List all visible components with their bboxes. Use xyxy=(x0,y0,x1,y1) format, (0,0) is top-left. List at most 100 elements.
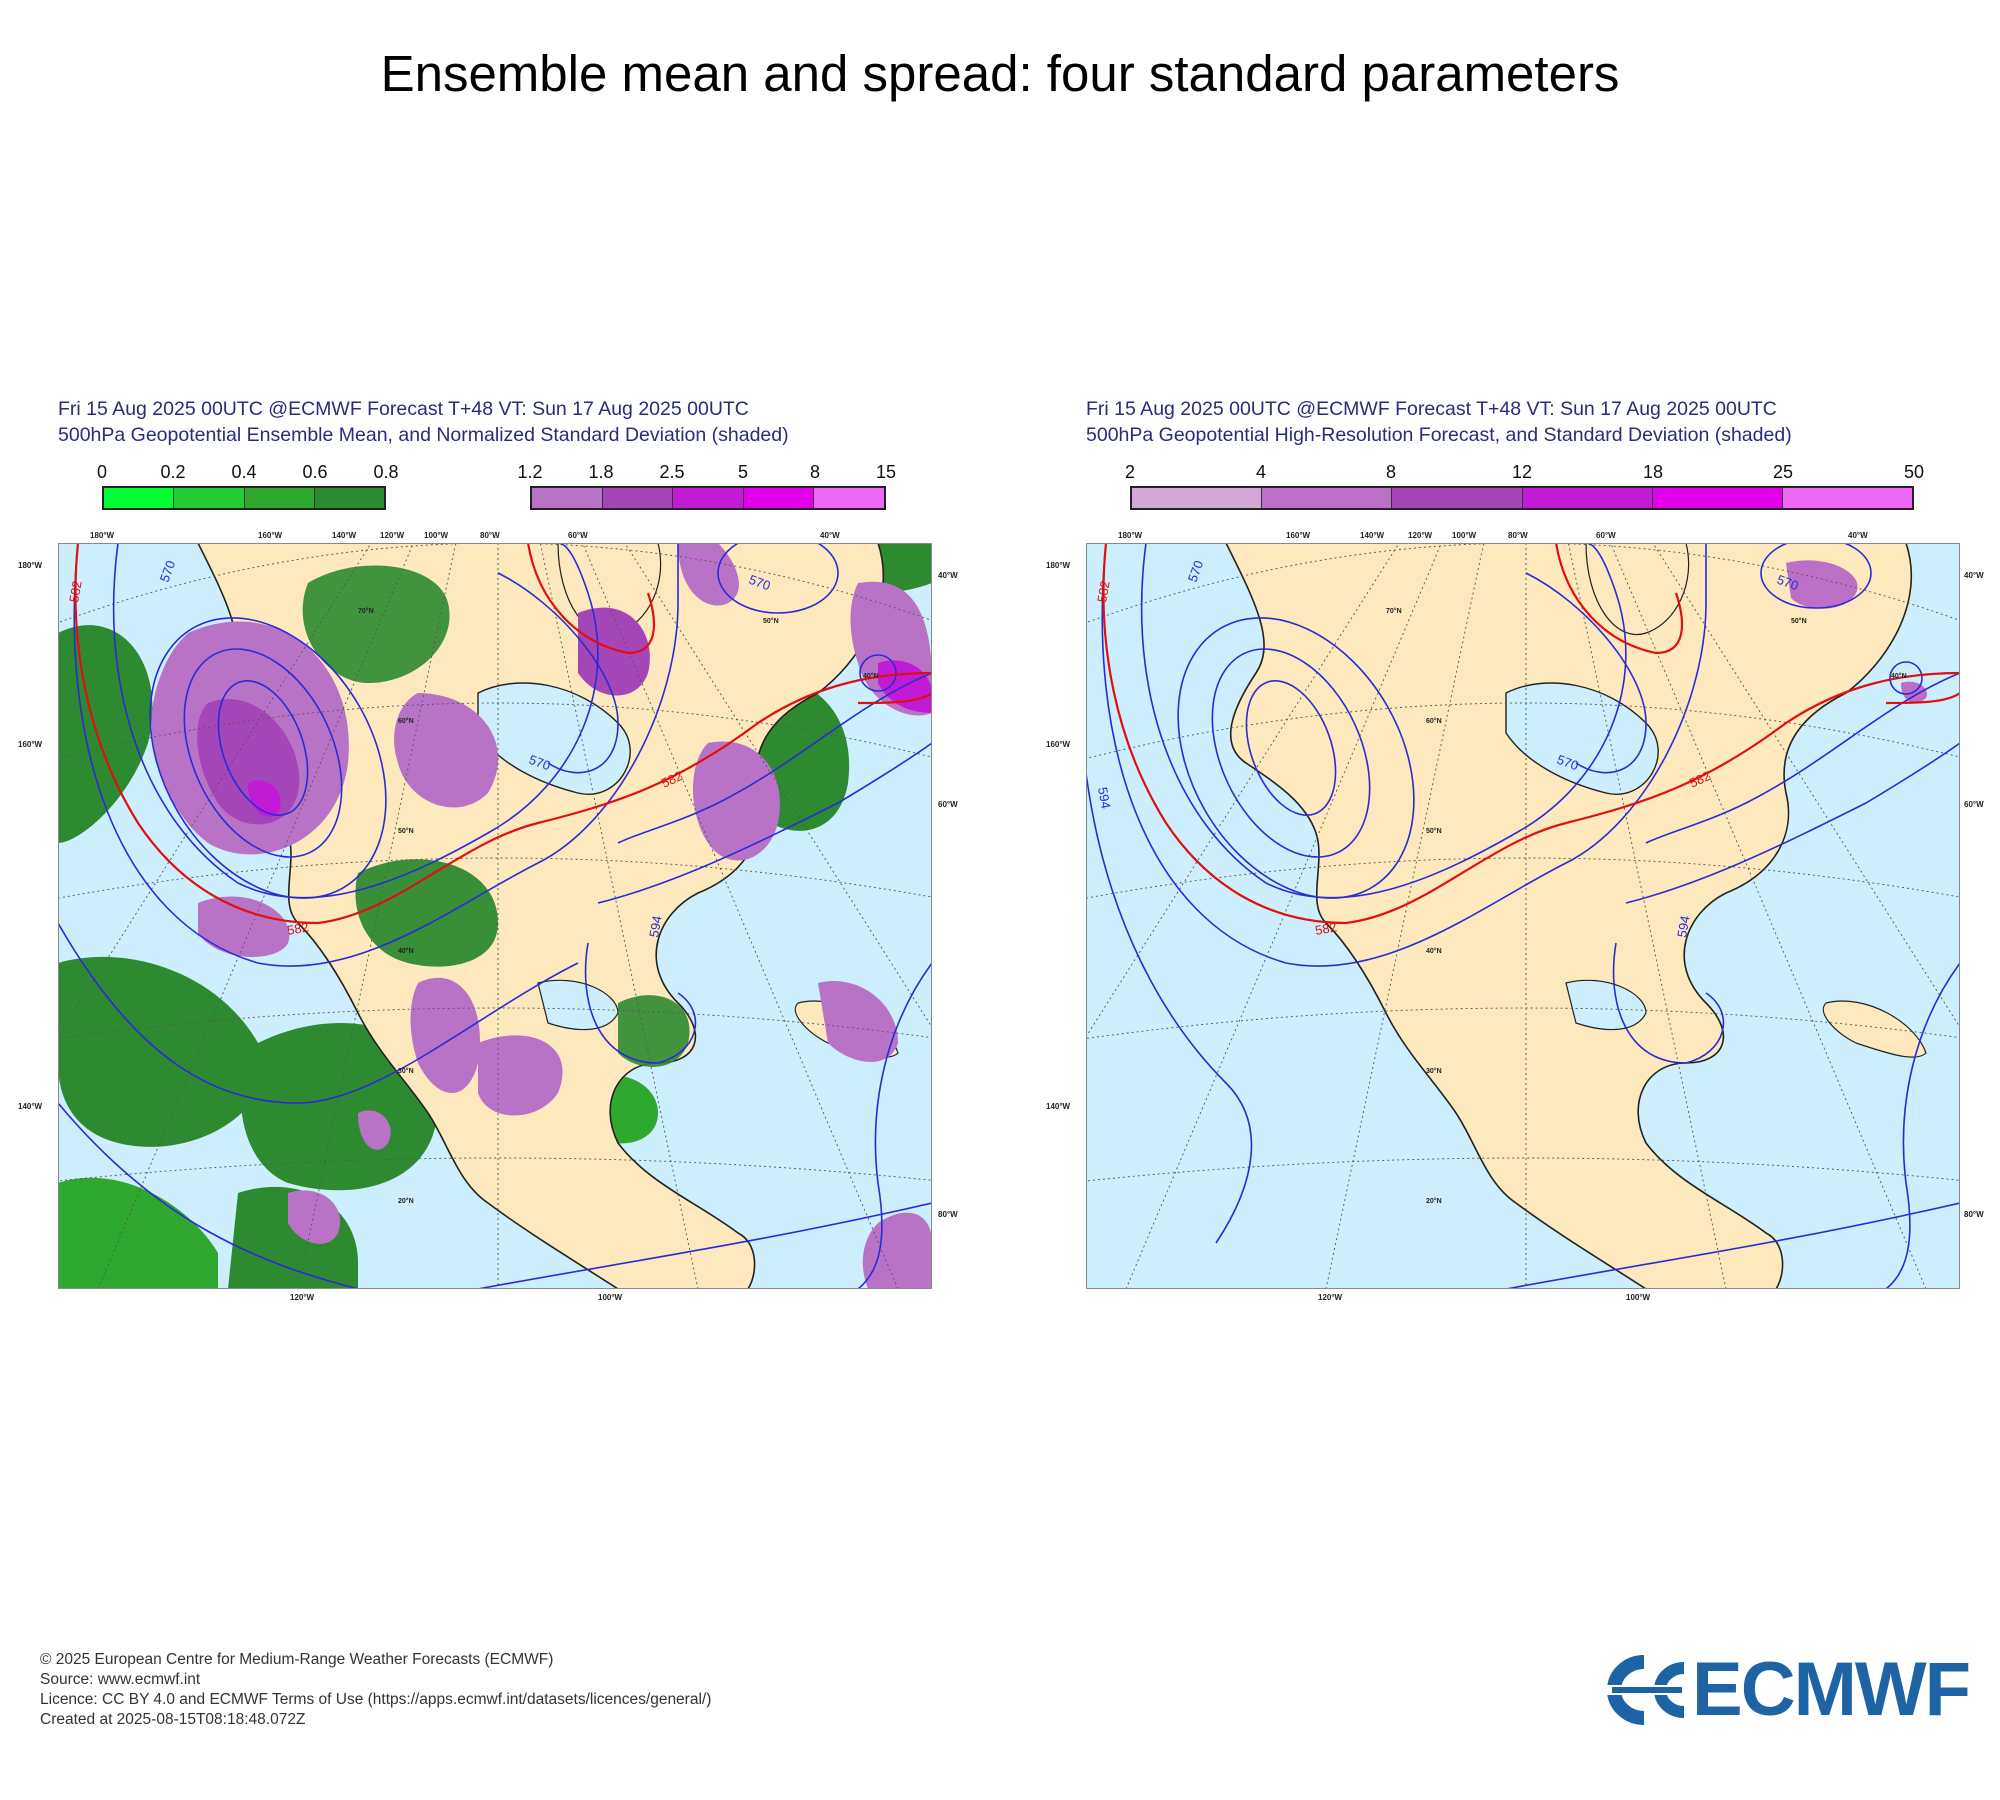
colorbar-swatch xyxy=(673,488,744,508)
spread-shading xyxy=(248,780,281,817)
lon-label: 120°W xyxy=(1408,531,1433,540)
lon-label: 80°W xyxy=(1508,531,1528,540)
colorbar-swatch xyxy=(814,488,884,508)
lon-label: 40°W xyxy=(1848,531,1868,540)
lon-label: 100°W xyxy=(598,1293,623,1302)
left-green-colorbar-ticks: 0 0.2 0.4 0.6 0.8 xyxy=(97,462,399,486)
lat-label: 70°N xyxy=(358,607,374,615)
contour-label: 582 xyxy=(1314,919,1338,938)
lon-label: 80°W xyxy=(480,531,500,540)
lat-label: 40°N xyxy=(398,947,414,955)
left-purple-colorbar-ticks: 1.2 1.8 2.5 5 8 15 xyxy=(517,462,896,486)
colorbar-swatch xyxy=(1392,488,1523,508)
contour-label: 570 xyxy=(747,572,773,594)
lon-label: 140°W xyxy=(1360,531,1385,540)
lon-label: 100°W xyxy=(1626,1293,1651,1302)
colorbar-tick: 8 xyxy=(1385,462,1397,482)
spread-shading xyxy=(618,995,690,1067)
lat-label: 20°N xyxy=(1426,1197,1442,1205)
spread-shading xyxy=(693,741,780,861)
lat-label: 60°N xyxy=(1426,717,1442,725)
spread-shading xyxy=(302,565,450,683)
lon-label: 40°W xyxy=(1964,571,1984,580)
lat-labels: 70°N 60°N 50°N 40°N 30°N 20°N 40°N 50°N xyxy=(358,607,879,1205)
spread-shading xyxy=(198,896,290,957)
spread-shading xyxy=(355,859,498,967)
contour-label: 570 xyxy=(1185,559,1207,585)
contour-label: 570 xyxy=(1775,572,1801,594)
right-header-line1: Fri 15 Aug 2025 00UTC @ECMWF Forecast T+… xyxy=(1086,398,1777,420)
colorbar-tick: 0.2 xyxy=(160,462,186,482)
lon-label: 140°W xyxy=(18,1102,43,1111)
contour-label: 594 xyxy=(646,915,665,939)
spread-shading xyxy=(478,1035,563,1116)
lon-label: 160°W xyxy=(18,740,43,749)
lon-label: 120°W xyxy=(290,1293,315,1302)
lat-label: 40°N xyxy=(863,672,879,680)
lon-label: 80°W xyxy=(1964,1210,1984,1219)
colorbar-tick: 18 xyxy=(1642,462,1664,482)
lon-label: 180°W xyxy=(90,531,115,540)
contour-label: 582 xyxy=(286,919,310,938)
right-colorbar xyxy=(1130,486,1914,510)
lat-label: 50°N xyxy=(1426,827,1442,835)
colorbar-swatch xyxy=(602,488,674,508)
colorbar-swatch xyxy=(532,488,603,508)
land-greenland xyxy=(1585,543,1690,636)
island-cuba xyxy=(1822,1000,1927,1058)
spread-shading xyxy=(241,1023,438,1191)
spread-shading xyxy=(410,977,480,1093)
lon-label: 40°W xyxy=(820,531,840,540)
spread-shading xyxy=(58,625,153,843)
colorbar-tick: 0.8 xyxy=(373,462,399,482)
lon-label: 120°W xyxy=(1318,1293,1343,1302)
lat-label: 20°N xyxy=(398,1197,414,1205)
hudson-bay xyxy=(1505,682,1659,795)
colorbar-swatch xyxy=(743,488,815,508)
spread-shading xyxy=(818,981,898,1062)
colorbar-tick: 50 xyxy=(1903,462,1925,482)
lon-label: 180°W xyxy=(1118,531,1143,540)
left-green-colorbar xyxy=(102,486,386,510)
lon-label: 160°W xyxy=(1286,531,1311,540)
contour-label: 570 xyxy=(157,559,179,585)
left-panel-header: Fri 15 Aug 2025 00UTC @ECMWF Forecast T+… xyxy=(58,396,789,448)
right-header-line2: 500hPa Geopotential High-Resolution Fore… xyxy=(1086,424,1792,446)
colorbar-tick: 0.6 xyxy=(302,462,328,482)
page-title: Ensemble mean and spread: four standard … xyxy=(380,45,1620,102)
colorbar-tick: 5 xyxy=(737,462,749,482)
right-map: 570 570 570 582 582 582 594 594 70°N 60°… xyxy=(1086,543,1960,1289)
left-map: 570 570 570 582 582 582 594 70°N 60°N 50… xyxy=(58,543,932,1289)
colorbar-tick: 0 xyxy=(96,462,108,482)
lat-labels: 70°N 60°N 50°N 40°N 30°N 20°N 50°N 40°N xyxy=(1386,607,1907,1205)
contour-label: 582 xyxy=(66,580,85,604)
footer-copyright: © 2025 European Centre for Medium-Range … xyxy=(40,1651,554,1668)
contours-blue xyxy=(1086,543,1960,1289)
lat-label: 30°N xyxy=(398,1067,414,1075)
lat-label: 50°N xyxy=(763,617,779,625)
hudson-bay xyxy=(477,682,631,795)
lat-label: 30°N xyxy=(1426,1067,1442,1075)
spread-shading xyxy=(394,693,499,808)
colorbar-swatch xyxy=(174,488,245,508)
spread-shading xyxy=(358,1110,391,1150)
graticule xyxy=(58,543,932,1289)
spread-shading xyxy=(58,1177,218,1289)
spread-shading xyxy=(862,1212,932,1289)
colorbar-swatch xyxy=(104,488,175,508)
lat-label: 40°N xyxy=(1891,672,1907,680)
colorbar-tick: 1.2 xyxy=(517,462,543,482)
ecmwf-logo-text: ECMWF xyxy=(1692,1647,1971,1732)
colorbar-swatch xyxy=(244,488,315,508)
contour-labels: 570 570 570 582 582 582 594 594 xyxy=(1094,559,1800,939)
colorbar-swatch xyxy=(1522,488,1653,508)
left-header-line1: Fri 15 Aug 2025 00UTC @ECMWF Forecast T+… xyxy=(58,398,749,420)
colorbar-tick: 15 xyxy=(875,462,897,482)
colorbar-tick: 8 xyxy=(809,462,821,482)
contour-label: 582 xyxy=(1094,580,1113,604)
land-north-america xyxy=(1225,543,1912,1289)
lat-label: 60°N xyxy=(398,717,414,725)
ecmwf-logo: ECMWF xyxy=(1592,1647,1971,1732)
lon-label: 140°W xyxy=(1046,1102,1071,1111)
contours-red xyxy=(74,543,932,925)
